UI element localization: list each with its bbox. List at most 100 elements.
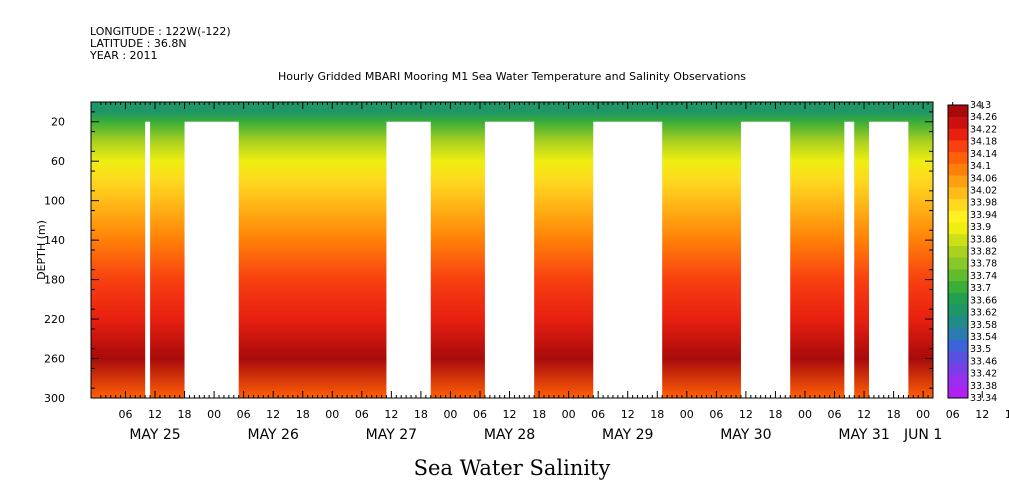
colorbar-swatch [948,280,968,293]
colorbar-label: 33.82 [970,247,997,258]
x-day-label: MAY 27 [366,427,417,443]
x-tick-label: 12 [739,408,753,421]
y-tick-label: 100 [44,195,65,208]
data-gap [593,121,663,398]
x-tick-label: 12 [857,408,871,421]
x-tick-label: 12 [148,408,162,421]
colorbar-label: 33.62 [970,308,997,319]
longitude-label: LONGITUDE : 122W(-122) [90,25,231,38]
y-tick-label: 180 [44,274,65,287]
y-tick-label: 20 [51,116,65,129]
x-day-label: MAY 31 [838,427,889,443]
x-tick-label: 06 [355,408,369,421]
colorbar-label: 33.86 [970,234,997,245]
colorbar-label: 34.18 [970,137,997,148]
colorbar-label: 33.38 [970,381,997,392]
colorbar-label: 34.22 [970,124,997,135]
x-tick-label: 18 [1005,408,1009,421]
colorbar-label: 33.94 [970,210,997,221]
colorbar-label: 34.14 [970,149,997,160]
x-tick-label: 18 [768,408,782,421]
x-tick-label: 06 [591,408,605,421]
colorbar-label: 33.66 [970,295,997,306]
colorbar-swatch [948,163,968,176]
data-gap [844,121,855,398]
colorbar-label: 33.98 [970,198,997,209]
y-tick-label: 220 [44,313,65,326]
colorbar-frame [947,104,969,399]
y-axis-label: DEPTH (m) [35,220,48,280]
colorbar-swatch [948,175,968,188]
x-axis: 06 12 18 00 06 12 18 00 06 12 18 00 06 12 18 00 06 12 18 00… [90,102,1009,443]
colorbar-label: 33.54 [970,332,997,343]
colorbar-swatch [948,315,968,328]
colorbar-swatch [948,245,968,258]
year-label: YEAR : 2011 [89,49,158,62]
colorbar-label: 33.46 [970,356,997,367]
data-gap [145,121,151,398]
colorbar-label: 34.06 [970,173,997,184]
y-tick-label: 60 [51,155,65,168]
x-tick-label: 00 [325,408,339,421]
x-tick-label: 12 [975,408,989,421]
colorbar-label: 33.58 [970,320,997,331]
colorbar-swatch [948,128,968,141]
chart-title: Hourly Gridded MBARI Mooring M1 Sea Wate… [278,70,746,83]
data-gap [740,121,791,398]
colorbar-swatch [948,327,968,340]
colorbar-label: 34.26 [970,112,997,123]
colorbar-label: 33.9 [970,222,991,233]
x-day-label: MAY 28 [484,427,535,443]
x-tick-label: 06 [709,408,723,421]
y-axis: 20 60 100 140 180 220 260 300 [44,111,933,405]
x-day-label: JUN 1 [903,427,942,443]
x-tick-label: 12 [621,408,635,421]
x-tick-label: 06 [473,408,487,421]
y-tick-label: 300 [44,392,65,405]
data-gap [868,121,909,398]
data-gap [386,121,431,398]
data-gap [184,121,239,398]
x-tick-label: 00 [562,408,576,421]
x-tick-label: 00 [443,408,457,421]
x-tick-label: 00 [207,408,221,421]
colorbar-swatch [948,105,968,118]
colorbar-swatch [948,198,968,211]
x-tick-label: 18 [650,408,664,421]
y-tick-label: 260 [44,353,65,366]
y-tick-label: 140 [44,234,65,247]
x-tick-label: 00 [798,408,812,421]
x-day-label: MAY 25 [129,427,180,443]
x-tick-label: 06 [237,408,251,421]
colorbar-label: 33.7 [970,283,991,294]
colorbar-swatch [948,187,968,200]
colorbar-swatch [948,292,968,305]
data-gap [484,121,535,398]
x-day-label: MAY 30 [720,427,771,443]
x-tick-label: 18 [178,408,192,421]
x-tick-label: 06 [946,408,960,421]
x-axis-title: Sea Water Salinity [414,456,611,480]
colorbar-swatch [948,362,968,375]
x-tick-label: 06 [828,408,842,421]
x-tick-label: 12 [503,408,517,421]
x-tick-label: 06 [118,408,132,421]
data-gaps [145,121,909,398]
x-tick-label: 12 [384,408,398,421]
colorbar-label: 34.3 [970,100,991,111]
colorbar-label: 33.42 [970,369,997,380]
colorbar-swatch [948,116,968,129]
colorbar-label: 34.1 [970,161,991,172]
colorbar-swatch [948,222,968,235]
colorbar-label: 33.5 [970,344,991,355]
colorbar-swatch [948,386,968,399]
colorbar-swatch [948,257,968,270]
x-tick-label: 18 [532,408,546,421]
latitude-label: LATITUDE : 36.8N [90,37,187,50]
colorbar-swatch [948,140,968,153]
plot-area [90,101,934,399]
colorbar-swatch [948,339,968,352]
colorbar-label: 33.34 [970,393,997,404]
